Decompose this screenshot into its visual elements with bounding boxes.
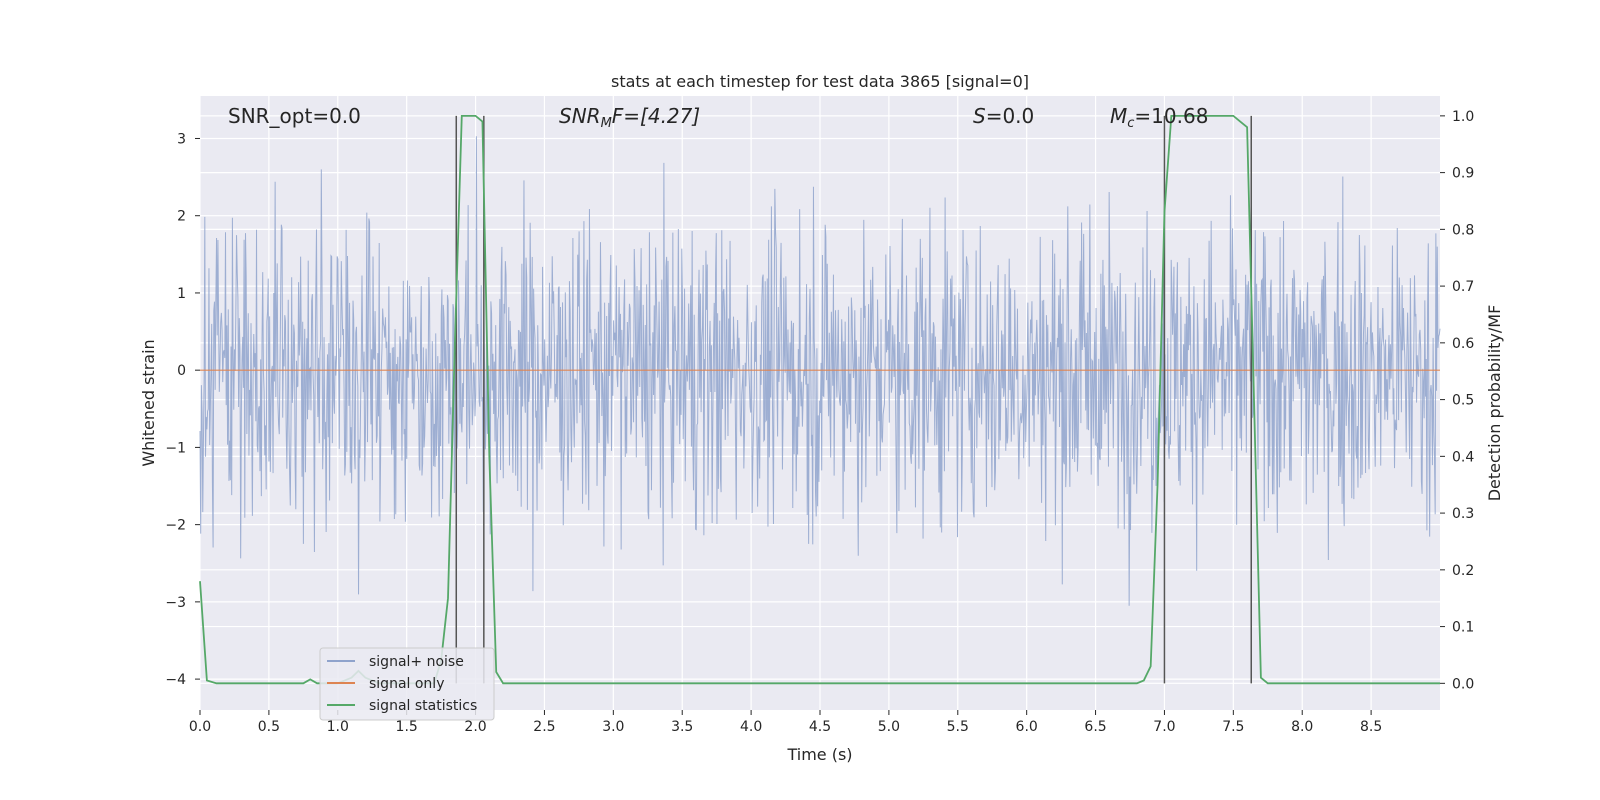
x-tick-label: 7.5 [1222, 719, 1244, 735]
y-tick-label: −3 [165, 595, 186, 611]
annotation-snr-mf: SNRMF=[4.27] [559, 104, 700, 131]
y-tick-label-right: 0.5 [1452, 393, 1474, 409]
x-tick-label: 1.0 [327, 719, 349, 735]
y-tick-label-right: 0.4 [1452, 449, 1474, 465]
x-tick-label: 1.5 [396, 719, 418, 735]
chart-title: stats at each timestep for test data 386… [611, 72, 1029, 91]
x-tick-label: 2.0 [464, 719, 486, 735]
y-tick-label-right: 0.3 [1452, 506, 1474, 522]
x-tick-label: 8.5 [1360, 719, 1382, 735]
annotation-mc: Mc=10.68 [1110, 104, 1208, 131]
x-tick-label: 7.0 [1153, 719, 1175, 735]
x-tick-label: 4.5 [809, 719, 831, 735]
x-tick-label: 3.0 [602, 719, 624, 735]
y-ticks-right: 1.0 0.9 0.8 0.7 0.6 0.5 0.4 0.3 0.2 0.1 0.0 [1440, 109, 1474, 692]
y-tick-label: 3 [177, 131, 186, 147]
signal-noise-series [199, 136, 1441, 606]
x-tick-label: 2.5 [533, 719, 555, 735]
annotation-s: S=0.0 [973, 104, 1034, 128]
y-tick-label-right: 0.0 [1452, 676, 1474, 692]
y-ticks-left: 3 2 1 0 −1 −2 −3 −4 [165, 131, 200, 688]
legend-label-noise: signal+ noise [369, 654, 464, 670]
annotation-snr-opt: SNR_opt=0.0 [228, 104, 361, 128]
x-tick-label: 3.5 [671, 719, 693, 735]
y-tick-label: 2 [177, 209, 186, 225]
legend: signal+ noise signal only signal statist… [319, 647, 495, 721]
x-axis-label: Time (s) [786, 745, 852, 764]
x-tick-label: 5.0 [878, 719, 900, 735]
y-tick-label-right: 0.2 [1452, 563, 1474, 579]
legend-box [319, 647, 495, 721]
y-axis-label-right: Detection probability/MF [1485, 305, 1504, 502]
x-tick-label: 6.0 [1016, 719, 1038, 735]
y-tick-label: −4 [165, 672, 186, 688]
legend-label-statistics: signal statistics [369, 698, 477, 714]
y-axis-label: Whitened strain [139, 339, 158, 466]
x-tick-label: 0.0 [189, 719, 211, 735]
y-tick-label: 1 [177, 286, 186, 302]
x-ticks: 0.0 0.5 1.0 1.5 2.0 2.5 3.0 3.5 4.0 4.5 5.0 5.5 6.0 6… [189, 710, 1382, 735]
legend-label-signal-only: signal only [369, 676, 444, 692]
y-tick-label: 0 [177, 363, 186, 379]
x-tick-label: 6.5 [1084, 719, 1106, 735]
y-tick-label: −2 [165, 518, 186, 534]
y-tick-label-right: 0.9 [1452, 166, 1474, 182]
y-tick-label-right: 0.1 [1452, 620, 1474, 636]
x-tick-label: 4.0 [740, 719, 762, 735]
x-tick-label: 0.5 [258, 719, 280, 735]
y-tick-label: −1 [165, 440, 186, 456]
x-tick-label: 8.0 [1291, 719, 1313, 735]
signal-noise-trace [199, 136, 1441, 606]
y-tick-label-right: 1.0 [1452, 109, 1474, 125]
y-tick-label-right: 0.6 [1452, 336, 1474, 352]
x-tick-label: 5.5 [947, 719, 969, 735]
y-tick-label-right: 0.7 [1452, 279, 1474, 295]
y-tick-label-right: 0.8 [1452, 222, 1474, 238]
